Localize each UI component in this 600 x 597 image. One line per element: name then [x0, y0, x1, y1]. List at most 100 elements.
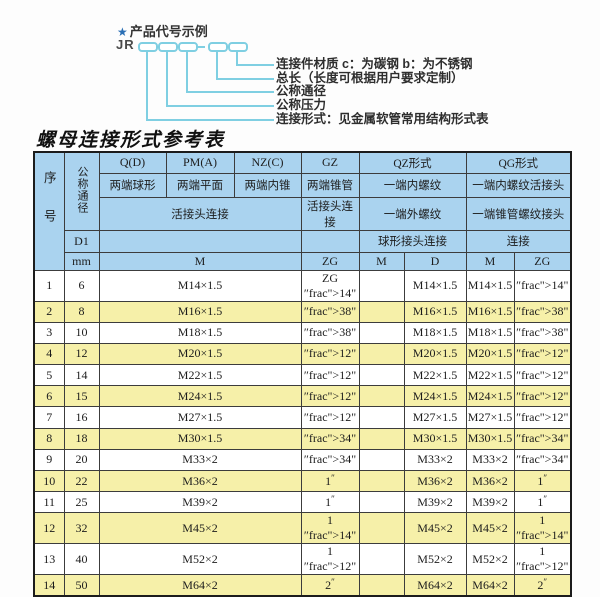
- cell-qg-zg: 1 ″frac">14": [513, 512, 572, 545]
- table-row: 2 8 M16×1.5 ″frac">38" M16×1.5 M16×1.5 ″frac">…: [33, 300, 572, 323]
- cell-qz-d: M45×2: [403, 512, 467, 545]
- cell-dn: 15: [63, 385, 100, 408]
- cell-serial: 7: [33, 406, 65, 429]
- cell-qg-m: M64×2: [465, 574, 515, 597]
- cell-qg-zg: 1″: [513, 469, 572, 493]
- cell-serial: 4: [33, 342, 65, 366]
- cell-dn: 50: [63, 574, 100, 597]
- cell-qz-d: M33×2: [403, 448, 467, 472]
- cell-serial: 2: [33, 300, 65, 323]
- product-code-heading: ★ 产品代号示例: [117, 21, 208, 40]
- cell-qg-m: M39×2: [465, 491, 515, 514]
- nut-connection-table: 序号 公称通径 Q(D) PM(A) NZ(C) GZ QZ形式 QG形式 两端…: [33, 151, 572, 597]
- cell-qg-m: M20×1.5: [465, 342, 515, 366]
- cell-serial: 13: [33, 543, 65, 576]
- header-gz-desc: 两端锥管: [300, 172, 360, 198]
- cell-gz: ″frac">12": [300, 385, 360, 408]
- header-nz-desc: 两端内锥: [233, 172, 302, 198]
- cell-qz-m: [358, 300, 405, 323]
- table-row: 11 25 M39×2 1″ M39×2 M39×2 1″: [33, 491, 572, 514]
- header-qg-connection: 连接: [465, 229, 572, 253]
- code-dash: [198, 46, 205, 48]
- code-box-3: [178, 42, 198, 52]
- cell-gz: ″frac">12": [300, 342, 360, 366]
- code-box-1: [138, 42, 158, 52]
- header-gz: GZ: [300, 151, 360, 174]
- cell-m: M64×2: [98, 574, 302, 597]
- header-qg-zg: ZG: [513, 251, 572, 271]
- header-qg-m: M: [465, 251, 515, 271]
- cell-m: M22×1.5: [98, 364, 302, 387]
- cell-qz-m: [358, 512, 405, 545]
- cell-qg-m: M36×2: [465, 469, 515, 493]
- cell-qz-d: M30×1.5: [403, 427, 467, 450]
- cell-serial: 12: [33, 512, 65, 545]
- header-pm-desc: 两端平面: [165, 172, 235, 198]
- cell-qg-m: M24×1.5: [465, 385, 515, 408]
- cell-qz-d: M52×2: [403, 543, 467, 576]
- cell-gz: ″frac">38": [300, 300, 360, 323]
- cell-qg-zg: ″frac">12": [513, 342, 572, 366]
- connector-line-form: [146, 50, 274, 121]
- cell-gz: ″frac">34": [300, 448, 360, 472]
- cell-gz: ″frac">12": [300, 364, 360, 387]
- diagram-label-length: 总长（长度可根据用户要求定制）: [276, 71, 464, 85]
- cell-qz-d: M18×1.5: [403, 321, 467, 344]
- cell-qz-m: [358, 469, 405, 493]
- table-row: 7 16 M27×1.5 ″frac">12" M27×1.5 M27×1.5 ″frac"…: [33, 406, 572, 429]
- cell-gz: 1″: [300, 469, 360, 493]
- cell-dn: 10: [63, 321, 100, 344]
- cell-m: M20×1.5: [98, 342, 302, 366]
- cell-m: M45×2: [98, 512, 302, 545]
- cell-m: M39×2: [98, 491, 302, 514]
- diagram-label-diameter: 公称通径: [276, 84, 327, 98]
- cell-gz: 2″: [300, 574, 360, 597]
- cell-gz: 1″: [300, 491, 360, 514]
- header-qz: QZ形式: [358, 151, 467, 174]
- cell-gz: 1 ″frac">12": [300, 543, 360, 576]
- cell-qg-m: M45×2: [465, 512, 515, 545]
- cell-qg-zg: ″frac">34": [513, 427, 572, 450]
- cell-qg-zg: ″frac">12": [513, 364, 572, 387]
- header-blank-gz: [300, 229, 360, 253]
- cell-qg-zg: ″frac">12": [513, 385, 572, 408]
- cell-serial: 8: [33, 427, 65, 450]
- header-qz-desc2: 一端外螺纹: [358, 196, 467, 231]
- cell-serial: 9: [33, 448, 65, 472]
- cell-qz-m: [358, 321, 405, 344]
- cell-qz-m: [358, 448, 405, 472]
- table-body: 1 6 M14×1.5 ZG ″frac">14" M14×1.5 M14×1.5 ″fra…: [33, 269, 572, 597]
- cell-m: M24×1.5: [98, 385, 302, 408]
- table-row: 12 32 M45×2 1 ″frac">14" M45×2 M45×2 1 ″frac">…: [33, 512, 572, 545]
- cell-serial: 10: [33, 469, 65, 493]
- connector-line-length: [216, 50, 274, 80]
- cell-qg-m: M22×1.5: [465, 364, 515, 387]
- header-union-connection: 活接头连接: [98, 196, 302, 231]
- cell-qz-d: M39×2: [403, 491, 467, 514]
- cell-qz-d: M14×1.5: [403, 269, 467, 302]
- table-row: 3 10 M18×1.5 ″frac">38" M18×1.5 M18×1.5 ″frac"…: [33, 321, 572, 344]
- cell-qg-m: M52×2: [465, 543, 515, 576]
- cell-qg-zg: ″frac">38": [513, 321, 572, 344]
- header-d1: D1: [63, 229, 100, 253]
- cell-dn: 18: [63, 427, 100, 450]
- header-qz-connection: 球形接头连接: [358, 229, 467, 253]
- diagram-label-pressure: 公称压力: [276, 98, 327, 112]
- header-mm: mm: [63, 251, 100, 271]
- table-row: 8 18 M30×1.5 ″frac">34" M30×1.5 M30×1.5 ″frac"…: [33, 427, 572, 450]
- cell-qz-d: M22×1.5: [403, 364, 467, 387]
- header-qz-desc1: 一端内螺纹: [358, 172, 467, 198]
- cell-qz-d: M36×2: [403, 469, 467, 493]
- cell-dn: 6: [63, 269, 100, 302]
- cell-qz-m: [358, 342, 405, 366]
- header-qg-desc1: 一端内螺纹活接头: [465, 172, 572, 198]
- cell-dn: 14: [63, 364, 100, 387]
- cell-dn: 16: [63, 406, 100, 429]
- cell-qz-m: [358, 491, 405, 514]
- code-box-5: [228, 42, 248, 52]
- cell-qg-zg: 1 ″frac">12": [513, 543, 572, 576]
- table-row: 13 40 M52×2 1 ″frac">12" M52×2 M52×2 1 ″frac">…: [33, 543, 572, 576]
- header-blank-wide: [98, 229, 302, 253]
- table-row: 1 6 M14×1.5 ZG ″frac">14" M14×1.5 M14×1.5 ″fra…: [33, 269, 572, 302]
- cell-qg-m: M16×1.5: [465, 300, 515, 323]
